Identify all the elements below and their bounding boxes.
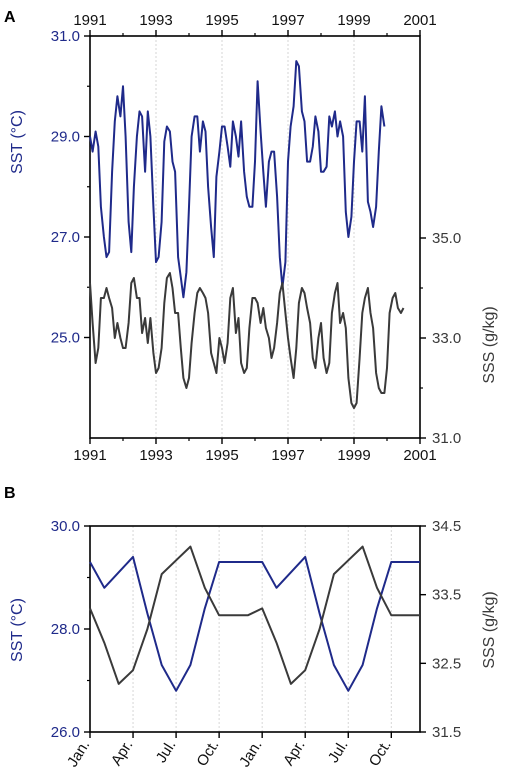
panel-a-sst-tick-label: 31.0 [51, 28, 80, 45]
panel-a-top-tick-label: 1999 [337, 12, 370, 29]
panel-b-month-label: Apr. [280, 737, 309, 769]
panel-a-sss-series [89, 272, 405, 409]
panel-a: A 1991 1993 1995 1997 1999 2001 1991 1993 1995 1… [4, 9, 498, 464]
panel-b-sss-axis-ticks: 34.5 33.5 32.5 31.5 [420, 518, 461, 741]
panel-b-sss-axis-label: SSS (g/kg) [481, 591, 498, 668]
panel-b-month-label: Apr. [108, 737, 137, 769]
panel-b-sss-tick-label: 34.5 [432, 518, 461, 535]
panel-a-sst-series [89, 60, 386, 299]
panel-a-gridlines [155, 36, 355, 438]
panel-b-month-label: Oct. [194, 737, 223, 769]
panel-b-sss-tick-label: 32.5 [432, 655, 461, 672]
panel-a-top-tick-label: 1997 [271, 12, 304, 29]
panel-a-sst-axis-ticks: 31.0 29.0 27.0 25.0 [51, 28, 90, 347]
panel-a-sss-tick-label: 33.0 [432, 330, 461, 347]
panel-a-bottom-tick-label: 1993 [139, 447, 172, 464]
panel-a-sss-axis-label: SSS (g/kg) [481, 306, 498, 383]
panel-a-top-tick-label: 2001 [403, 12, 436, 29]
panel-b-sst-axis-label: SST (°C) [9, 598, 26, 662]
panel-b-sss-series [89, 545, 420, 685]
panel-b-frame [89, 525, 421, 733]
panel-b-month-label: Jul. [153, 737, 180, 766]
panel-a-sst-tick-label: 27.0 [51, 229, 80, 246]
panel-b-sst-tick-label: 26.0 [51, 724, 80, 741]
panel-a-bottom-tick-label: 1991 [73, 447, 106, 464]
panel-a-bottom-x-ticks: 1991 1993 1995 1997 1999 2001 [73, 438, 437, 464]
panel-a-top-tick-label: 1995 [205, 12, 238, 29]
panel-b-sss-tick-label: 33.5 [432, 587, 461, 604]
panel-b-month-label: Oct. [366, 737, 395, 769]
panel-b-sst-series [89, 555, 420, 692]
panel-a-top-tick-label: 1991 [73, 12, 106, 29]
panel-label-a: A [4, 9, 16, 26]
panel-a-sss-tick-label: 35.0 [432, 230, 461, 247]
panel-a-sst-tick-label: 29.0 [51, 129, 80, 146]
panel-b-month-label: Jan. [64, 737, 93, 770]
panel-a-sss-axis-ticks: 35.0 33.0 31.0 [420, 230, 461, 447]
panel-a-bottom-tick-label: 1997 [271, 447, 304, 464]
panel-a-top-x-ticks: 1991 1993 1995 1997 1999 2001 [73, 12, 437, 36]
panel-b: B Jan. Apr. Jul. Oct. Jan. Apr. Jul. Oct. 30.0 2… [4, 485, 498, 770]
panel-b-month-label: Jul. [325, 737, 352, 766]
panel-a-sst-axis-label: SST (°C) [9, 110, 26, 174]
panel-a-top-tick-label: 1993 [139, 12, 172, 29]
panel-b-month-label: Jan. [236, 737, 265, 770]
panel-a-bottom-tick-label: 2001 [403, 447, 436, 464]
panel-a-frame [89, 35, 421, 439]
panel-label-b: B [4, 485, 16, 502]
panel-b-x-ticks: Jan. Apr. Jul. Oct. Jan. Apr. Jul. Oct. [64, 732, 395, 770]
panel-b-sss-tick-label: 31.5 [432, 724, 461, 741]
panel-a-bottom-tick-label: 1995 [205, 447, 238, 464]
panel-b-sst-axis-ticks: 30.0 28.0 26.0 [51, 518, 90, 741]
panel-b-sst-tick-label: 28.0 [51, 621, 80, 638]
panel-a-bottom-tick-label: 1999 [337, 447, 370, 464]
panel-a-sss-tick-label: 31.0 [432, 430, 461, 447]
panel-a-sst-tick-label: 25.0 [51, 330, 80, 347]
panel-b-sst-tick-label: 30.0 [51, 518, 80, 535]
